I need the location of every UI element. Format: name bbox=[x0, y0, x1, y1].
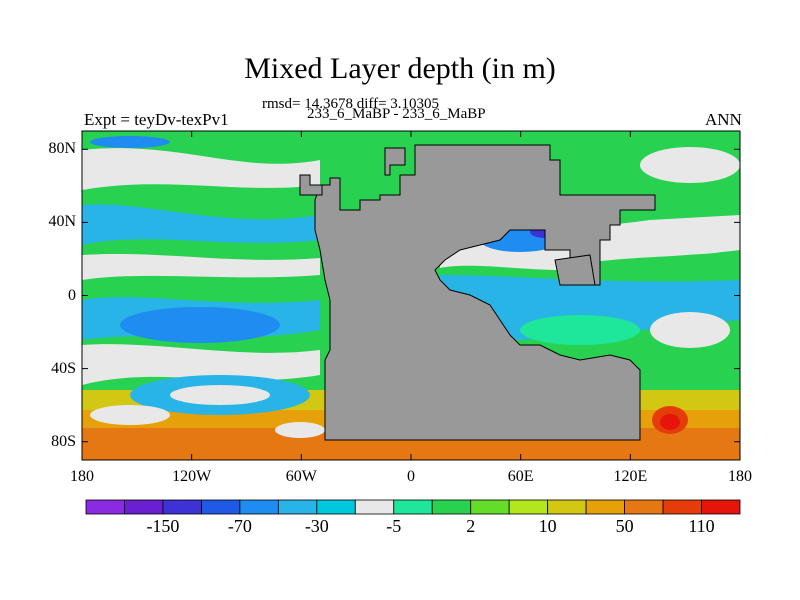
colorbar-box bbox=[470, 499, 510, 515]
colorbar-box bbox=[201, 499, 241, 515]
x-ticks bbox=[81, 131, 741, 460]
colorbar-label: 10 bbox=[538, 516, 557, 536]
x-tick-label: 180 bbox=[70, 468, 94, 485]
colorbar-box bbox=[277, 499, 318, 515]
colorbar-box bbox=[585, 499, 625, 515]
colorbar-label: -70 bbox=[227, 516, 252, 536]
colorbar-label: -150 bbox=[146, 516, 180, 536]
x-tick-label: 120W bbox=[172, 468, 212, 485]
experiment-label: Expt = teyDv-texPv1 bbox=[84, 110, 229, 129]
x-tick-label: 0 bbox=[407, 468, 415, 485]
anomaly-patch bbox=[170, 385, 270, 405]
anomaly-patch bbox=[640, 147, 740, 183]
y-tick-label: 0 bbox=[68, 286, 76, 304]
colorbar-box bbox=[624, 499, 664, 515]
colorbar-box bbox=[662, 499, 702, 515]
anomaly-band bbox=[82, 253, 320, 280]
colorbar-box bbox=[547, 499, 587, 515]
x-tick-label: 60E bbox=[507, 468, 534, 485]
colorbar-label: 50 bbox=[615, 516, 634, 536]
anomaly-patch bbox=[90, 136, 170, 148]
anomaly-patch bbox=[660, 414, 680, 430]
season-label: ANN bbox=[705, 110, 742, 129]
colorbar-box bbox=[393, 499, 433, 515]
colorbar-box bbox=[162, 499, 202, 515]
colorbar-box bbox=[431, 499, 472, 515]
y-tick-label: 80S bbox=[51, 432, 76, 450]
colorbar-box bbox=[508, 499, 549, 515]
anomaly-band bbox=[82, 344, 320, 385]
anomaly-patch bbox=[110, 167, 230, 183]
colorbar-label: -5 bbox=[386, 516, 402, 536]
y-tick-label: 40S bbox=[51, 359, 76, 377]
anomaly-patch bbox=[90, 405, 170, 425]
colorbar-box bbox=[701, 499, 741, 515]
colorbar-box bbox=[85, 499, 125, 515]
colorbar-box bbox=[316, 499, 356, 515]
anomaly-patch bbox=[275, 422, 325, 438]
colorbar-box bbox=[124, 499, 164, 515]
land-mass bbox=[384, 147, 406, 176]
land-mass bbox=[299, 174, 323, 196]
y-tick-label: 40N bbox=[48, 213, 76, 231]
runs-text: 233_6_MaBP - 233_6_MaBP bbox=[307, 106, 486, 122]
colorbar-label: 2 bbox=[466, 516, 476, 536]
colorbar-label: 110 bbox=[688, 516, 715, 536]
x-tick-label: 180 bbox=[728, 468, 752, 485]
colorbar-box bbox=[354, 499, 395, 515]
x-tick-label: 60W bbox=[285, 468, 317, 485]
colorbar-label: -30 bbox=[304, 516, 329, 536]
map-title: Mixed Layer depth (in m) bbox=[244, 52, 556, 85]
y-ticks bbox=[82, 148, 740, 443]
anomaly-patch bbox=[520, 315, 640, 345]
land-mass bbox=[314, 144, 656, 441]
x-tick-label: 120E bbox=[613, 468, 648, 485]
anomaly-patch bbox=[660, 226, 740, 254]
stats-text: rmsd= 14.3678 diff= 3.10305 bbox=[262, 96, 440, 112]
anomaly-band bbox=[82, 204, 320, 245]
y-tick-label: 80N bbox=[48, 140, 76, 158]
map-field bbox=[82, 131, 740, 460]
anomaly-patch bbox=[650, 312, 730, 348]
colorbar-box bbox=[239, 499, 279, 515]
land-mass bbox=[554, 254, 596, 286]
anomaly-patch bbox=[120, 307, 280, 343]
colorbar bbox=[85, 499, 741, 515]
